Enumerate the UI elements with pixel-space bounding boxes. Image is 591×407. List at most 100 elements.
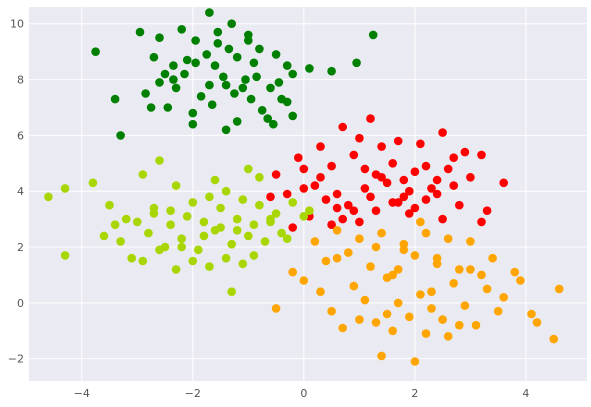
data-point [360,164,370,174]
data-point [277,94,286,104]
data-point [238,83,248,93]
data-point [477,270,486,280]
data-point [199,231,209,241]
data-point [466,173,475,182]
data-point [377,228,386,238]
data-point [455,265,464,274]
data-point [449,181,459,190]
data-point [271,170,281,179]
data-point [399,245,409,255]
series-0 [91,8,378,140]
data-point [310,237,320,246]
data-point [282,61,292,70]
data-point [44,192,53,202]
data-point [310,181,320,190]
data-point [221,125,231,135]
data-point [382,309,392,319]
data-point [393,265,403,274]
data-point [257,106,267,115]
data-point [191,36,200,45]
data-point [421,195,431,204]
data-point [294,153,303,162]
data-point [382,178,392,188]
data-point [244,164,253,174]
data-point [371,318,381,327]
data-point [305,64,314,73]
data-point [160,69,170,79]
data-point [410,357,420,366]
data-point [180,69,189,79]
data-point [244,30,253,40]
data-point [327,66,336,76]
data-point [232,214,242,224]
data-point [321,195,331,204]
data-point [332,226,342,235]
data-point [127,253,136,263]
data-point [188,108,198,118]
data-point [449,279,459,288]
data-point [388,159,398,168]
data-point [332,189,342,199]
data-point [238,195,248,204]
data-point [227,19,236,29]
data-point [405,209,414,218]
data-point [477,150,486,160]
data-point [305,206,314,215]
data-point [177,234,186,243]
data-point [205,262,214,271]
data-point [321,256,331,266]
data-point [271,50,281,59]
data-point [249,220,259,229]
data-point [493,306,503,316]
plot-area [29,7,587,381]
data-point [443,164,453,174]
data-point [399,192,409,202]
data-point [282,189,292,199]
data-point [249,58,259,68]
data-point [227,287,236,297]
data-point [349,206,359,215]
data-point [149,52,159,62]
data-point [410,167,420,176]
data-point [221,253,231,263]
data-point [263,114,273,123]
data-point [205,192,214,202]
data-point [332,203,342,213]
data-point [210,61,220,70]
data-point [224,44,234,54]
data-point [327,220,336,229]
data-point [432,259,442,269]
data-point [188,256,198,266]
data-point [227,239,236,249]
data-point [216,203,225,213]
data-point [155,156,164,165]
data-point [471,320,481,330]
data-point [355,315,364,324]
data-point [455,320,464,330]
data-point [371,242,381,252]
data-point [144,228,153,238]
data-point [135,27,145,37]
data-point [99,231,109,241]
data-point [163,103,173,112]
data-point [393,298,403,308]
data-point [377,173,386,182]
data-point [349,281,359,291]
data-point [282,234,292,243]
data-point [177,242,186,252]
data-point [405,312,414,322]
data-point [332,253,342,263]
data-point [393,136,403,146]
data-point [249,251,259,260]
data-point [405,186,414,196]
data-point [146,103,156,112]
data-point [527,309,536,319]
data-point [241,75,250,84]
data-point [344,248,353,257]
data-point [219,72,228,82]
data-point [260,237,270,246]
x-tick-label: 0 [300,387,307,400]
data-point [188,198,198,207]
